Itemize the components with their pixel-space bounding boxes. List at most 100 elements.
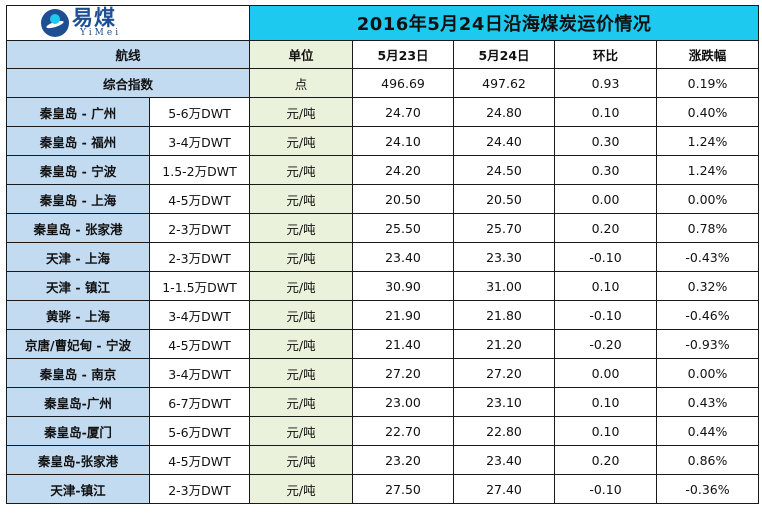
table-row: 秦皇岛 - 上海 4-5万DWT 元/吨 20.50 20.50 0.00 0.00% <box>6 184 760 214</box>
change-cell: 0.20 <box>554 213 657 243</box>
may23-value-cell: 23.20 <box>352 445 454 475</box>
change-cell: 0.10 <box>554 387 657 417</box>
index-may24: 497.62 <box>453 68 555 98</box>
pct-change-cell: 1.24% <box>655 126 760 156</box>
index-may23: 496.69 <box>352 68 454 98</box>
route-cell: 秦皇岛-厦门 <box>6 416 150 446</box>
may23-value-cell: 27.20 <box>352 358 454 388</box>
sheet-title: 2016年5月24日沿海煤炭运价情况 <box>248 5 760 41</box>
route-cell: 黄骅 - 上海 <box>6 300 150 330</box>
header-unit: 单位 <box>249 40 353 69</box>
logo-cell: 易煤 YiMei <box>6 5 250 41</box>
unit-cell: 元/吨 <box>249 387 353 417</box>
may23-value-cell: 23.00 <box>352 387 454 417</box>
may24-value-cell: 21.20 <box>453 329 555 359</box>
route-cell: 天津 - 上海 <box>6 242 150 272</box>
logo-cn-text: 易煤 <box>72 6 116 30</box>
vessel-size-cell: 1-1.5万DWT <box>149 271 250 301</box>
unit-cell: 元/吨 <box>249 474 353 504</box>
may23-value-cell: 25.50 <box>352 213 454 243</box>
logo-en-text: YiMei <box>80 28 122 38</box>
title-row: 易煤 YiMei 2016年5月24日沿海煤炭运价情况 <box>6 5 760 41</box>
pct-change-cell: 0.43% <box>655 387 760 417</box>
change-cell: 0.10 <box>554 97 657 127</box>
index-pct: 0.19% <box>655 68 760 98</box>
unit-cell: 元/吨 <box>249 271 353 301</box>
index-label: 综合指数 <box>6 68 250 98</box>
table-row: 黄骅 - 上海 3-4万DWT 元/吨 21.90 21.80 -0.10 -0.46% <box>6 300 760 330</box>
change-cell: 0.10 <box>554 271 657 301</box>
unit-cell: 元/吨 <box>249 358 353 388</box>
may24-value-cell: 27.40 <box>453 474 555 504</box>
unit-cell: 元/吨 <box>249 300 353 330</box>
pct-change-cell: 0.78% <box>655 213 760 243</box>
route-cell: 秦皇岛 - 上海 <box>6 184 150 214</box>
pct-change-cell: 0.00% <box>655 358 760 388</box>
may24-value-cell: 20.50 <box>453 184 555 214</box>
table-row: 秦皇岛 - 宁波 1.5-2万DWT 元/吨 24.20 24.50 0.30 1.24% <box>6 155 760 185</box>
may24-value-cell: 31.00 <box>453 271 555 301</box>
change-cell: -0.10 <box>554 242 657 272</box>
may24-value-cell: 23.30 <box>453 242 555 272</box>
route-cell: 秦皇岛 - 南京 <box>6 358 150 388</box>
index-change: 0.93 <box>554 68 657 98</box>
vessel-size-cell: 4-5万DWT <box>149 445 250 475</box>
may23-value-cell: 22.70 <box>352 416 454 446</box>
vessel-size-cell: 1.5-2万DWT <box>149 155 250 185</box>
yimei-logo: 易煤 YiMei <box>8 6 249 40</box>
pct-change-cell: 0.32% <box>655 271 760 301</box>
table-row: 秦皇岛 - 广州 5-6万DWT 元/吨 24.70 24.80 0.10 0.40% <box>6 97 760 127</box>
vessel-size-cell: 4-5万DWT <box>149 329 250 359</box>
may24-value-cell: 23.10 <box>453 387 555 417</box>
table-row: 秦皇岛-广州 6-7万DWT 元/吨 23.00 23.10 0.10 0.43% <box>6 387 760 417</box>
index-unit: 点 <box>249 68 353 98</box>
vessel-size-cell: 5-6万DWT <box>149 97 250 127</box>
header-route: 航线 <box>6 40 250 69</box>
change-cell: -0.20 <box>554 329 657 359</box>
change-cell: -0.10 <box>554 300 657 330</box>
unit-cell: 元/吨 <box>249 416 353 446</box>
change-cell: 0.00 <box>554 184 657 214</box>
table-row: 天津-镇江 2-3万DWT 元/吨 27.50 27.40 -0.10 -0.36% <box>6 474 760 504</box>
vessel-size-cell: 4-5万DWT <box>149 184 250 214</box>
freight-rate-table: 易煤 YiMei 2016年5月24日沿海煤炭运价情况 航线 单位 5月23日 … <box>6 5 760 504</box>
table-row: 秦皇岛 - 南京 3-4万DWT 元/吨 27.20 27.20 0.00 0.00% <box>6 358 760 388</box>
route-cell: 秦皇岛 - 张家港 <box>6 213 150 243</box>
unit-cell: 元/吨 <box>249 126 353 156</box>
table-row: 秦皇岛 - 福州 3-4万DWT 元/吨 24.10 24.40 0.30 1.24% <box>6 126 760 156</box>
table-row: 京唐/曹妃甸 - 宁波 4-5万DWT 元/吨 21.40 21.20 -0.20 -0.9… <box>6 329 760 359</box>
may23-value-cell: 30.90 <box>352 271 454 301</box>
pct-change-cell: -0.36% <box>655 474 760 504</box>
table-row: 天津 - 镇江 1-1.5万DWT 元/吨 30.90 31.00 0.10 0.32% <box>6 271 760 301</box>
may23-value-cell: 23.40 <box>352 242 454 272</box>
unit-cell: 元/吨 <box>249 97 353 127</box>
unit-cell: 元/吨 <box>249 213 353 243</box>
vessel-size-cell: 3-4万DWT <box>149 126 250 156</box>
pct-change-cell: -0.93% <box>655 329 760 359</box>
table-row: 天津 - 上海 2-3万DWT 元/吨 23.40 23.30 -0.10 -0.43% <box>6 242 760 272</box>
pct-change-cell: 0.86% <box>655 445 760 475</box>
unit-cell: 元/吨 <box>249 445 353 475</box>
may24-value-cell: 24.50 <box>453 155 555 185</box>
table-row: 秦皇岛-厦门 5-6万DWT 元/吨 22.70 22.80 0.10 0.44% <box>6 416 760 446</box>
unit-cell: 元/吨 <box>249 184 353 214</box>
may23-value-cell: 20.50 <box>352 184 454 214</box>
change-cell: 0.00 <box>554 358 657 388</box>
composite-index-row: 综合指数 点 496.69 497.62 0.93 0.19% <box>6 68 760 98</box>
table-row: 秦皇岛 - 张家港 2-3万DWT 元/吨 25.50 25.70 0.20 0.78% <box>6 213 760 243</box>
may23-value-cell: 24.70 <box>352 97 454 127</box>
route-cell: 秦皇岛 - 宁波 <box>6 155 150 185</box>
vessel-size-cell: 3-4万DWT <box>149 358 250 388</box>
pct-change-cell: -0.46% <box>655 300 760 330</box>
vessel-size-cell: 6-7万DWT <box>149 387 250 417</box>
route-cell: 秦皇岛 - 福州 <box>6 126 150 156</box>
unit-cell: 元/吨 <box>249 155 353 185</box>
may23-value-cell: 24.10 <box>352 126 454 156</box>
vessel-size-cell: 5-6万DWT <box>149 416 250 446</box>
change-cell: 0.10 <box>554 416 657 446</box>
change-cell: 0.30 <box>554 155 657 185</box>
may23-value-cell: 21.40 <box>352 329 454 359</box>
change-cell: 0.20 <box>554 445 657 475</box>
route-cell: 秦皇岛 - 广州 <box>6 97 150 127</box>
table-row: 秦皇岛-张家港 4-5万DWT 元/吨 23.20 23.40 0.20 0.86% <box>6 445 760 475</box>
